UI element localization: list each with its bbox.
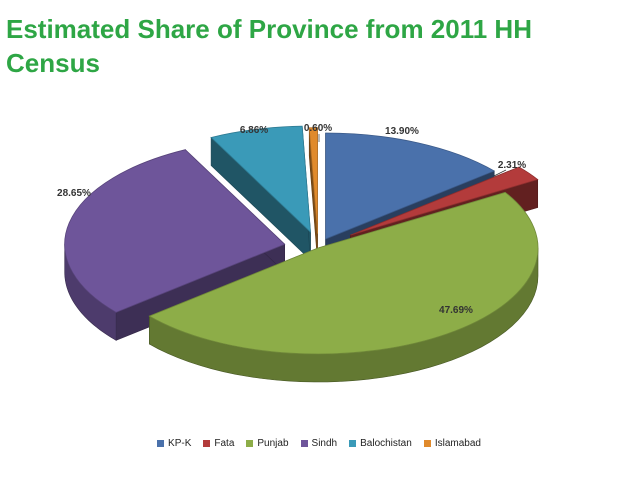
pie-slice-islamabad (308, 127, 318, 262)
slide-title: Estimated Share of Province from 2011 HH… (6, 14, 532, 78)
legend-item-fata: Fata (203, 438, 234, 449)
legend-label: Punjab (257, 438, 289, 449)
legend-label: Sindh (311, 438, 338, 449)
data-label-kp-k: 13.90% (385, 126, 419, 137)
legend-swatch (157, 440, 165, 447)
legend-item-punjab: Punjab (246, 438, 289, 449)
legend-item-islamabad: Islamabad (423, 438, 481, 449)
legend-swatch (246, 440, 254, 447)
legend-item-sindh: Sindh (300, 438, 338, 449)
legend-swatch (349, 440, 357, 447)
data-label-fata: 2.31% (498, 160, 526, 171)
legend-item-kp-k: KP-K (157, 438, 191, 449)
legend-item-balochistan: Balochistan (349, 438, 412, 449)
data-label-punjab: 47.69% (439, 305, 473, 316)
legend-label: KP-K (168, 438, 192, 449)
legend-label: Islamabad (434, 438, 481, 449)
data-label-islamabad: 0.60% (304, 123, 332, 134)
data-label-sindh: 28.65% (57, 188, 91, 199)
pie-slice-punjab (148, 191, 539, 383)
legend-label: Balochistan (360, 438, 412, 449)
chart-legend: KP-K Fata Punjab Sindh Balochistan Islamabad (0, 438, 638, 449)
data-label-balochistan: 6.86% (240, 125, 268, 136)
leader-line-fata (493, 169, 507, 177)
legend-swatch (300, 440, 308, 447)
legend-swatch (423, 440, 431, 447)
legend-label: Fata (214, 438, 235, 449)
legend-swatch (203, 440, 211, 447)
pie-slice-balochistan (210, 125, 311, 261)
